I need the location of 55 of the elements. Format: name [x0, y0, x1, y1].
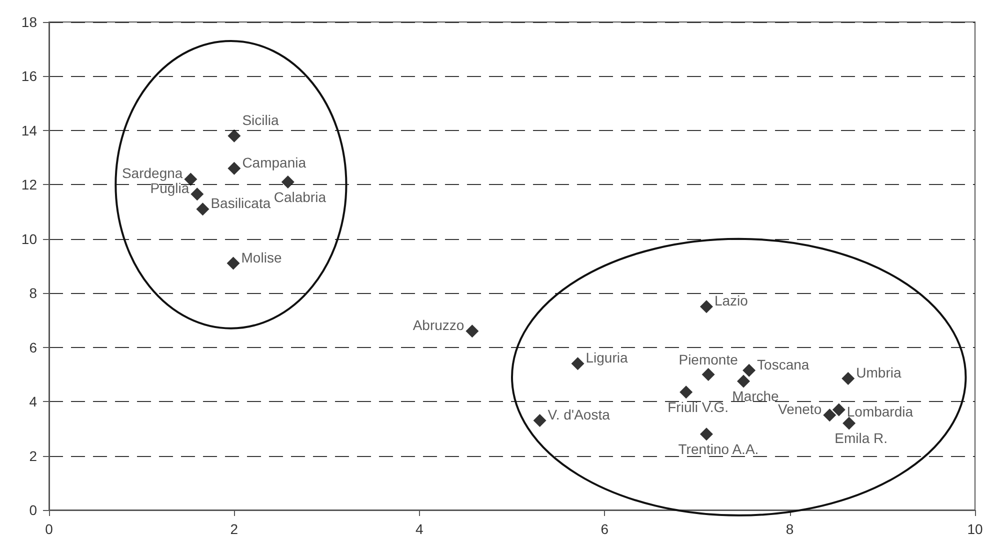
point [571, 357, 584, 370]
y-tick-label: 4 [29, 394, 38, 410]
annotation: Abruzzo [412, 317, 464, 334]
annotation: Basilicata [210, 195, 271, 212]
y-tick-label: 8 [29, 285, 38, 302]
annotation: Molise [241, 249, 282, 266]
annotation: Sicilia [242, 112, 279, 128]
annotation: Liguria [586, 350, 628, 366]
point [190, 188, 204, 201]
x-tick-label: 4 [416, 521, 424, 537]
y-tick-label: 12 [21, 176, 38, 193]
point [700, 428, 713, 441]
point [680, 386, 693, 399]
x-tick-label: 2 [230, 521, 238, 537]
point [702, 368, 715, 381]
annotation: Veneto [778, 401, 822, 418]
x-tick-label: 8 [786, 521, 794, 537]
point [742, 364, 756, 377]
x-tick-label: 10 [967, 521, 983, 537]
annotation: Trentino A.A. [678, 441, 759, 458]
point [832, 403, 846, 416]
annotation: Sardegna [122, 165, 183, 182]
annotation: Campania [242, 154, 306, 170]
y-tick-label: 14 [21, 122, 38, 138]
point [737, 374, 750, 388]
annotation: Lombardia [846, 404, 914, 420]
x-tick-label: 6 [600, 521, 609, 537]
point [228, 162, 241, 175]
y-tick-label: 18 [21, 14, 38, 30]
annotation: Umbria [856, 364, 902, 381]
point [228, 129, 241, 142]
annotation: Marche [732, 388, 780, 404]
annotation: Toscana [757, 356, 810, 372]
y-tick-label: 6 [29, 339, 38, 356]
point [196, 202, 210, 216]
point [842, 416, 856, 430]
point [823, 408, 836, 422]
point [842, 372, 855, 386]
x-tick-label: 0 [45, 521, 54, 537]
y-tick-label: 10 [21, 230, 38, 247]
annotation: Friuli V.G. [668, 399, 729, 416]
annotation: V. d'Aosta [548, 406, 610, 423]
y-tick-label: 16 [21, 68, 38, 84]
annotation: Lazio [714, 292, 748, 309]
point [533, 414, 546, 428]
point [281, 175, 294, 188]
annotation: Calabria [274, 188, 326, 205]
point [700, 300, 713, 314]
annotation: Puglia [150, 180, 190, 196]
point [226, 256, 240, 270]
point [466, 324, 479, 338]
annotation: Emila R. [834, 430, 888, 446]
annotation: Piemonte [678, 351, 738, 368]
y-tick-label: 2 [29, 448, 38, 464]
y-tick-label: 0 [29, 502, 38, 518]
